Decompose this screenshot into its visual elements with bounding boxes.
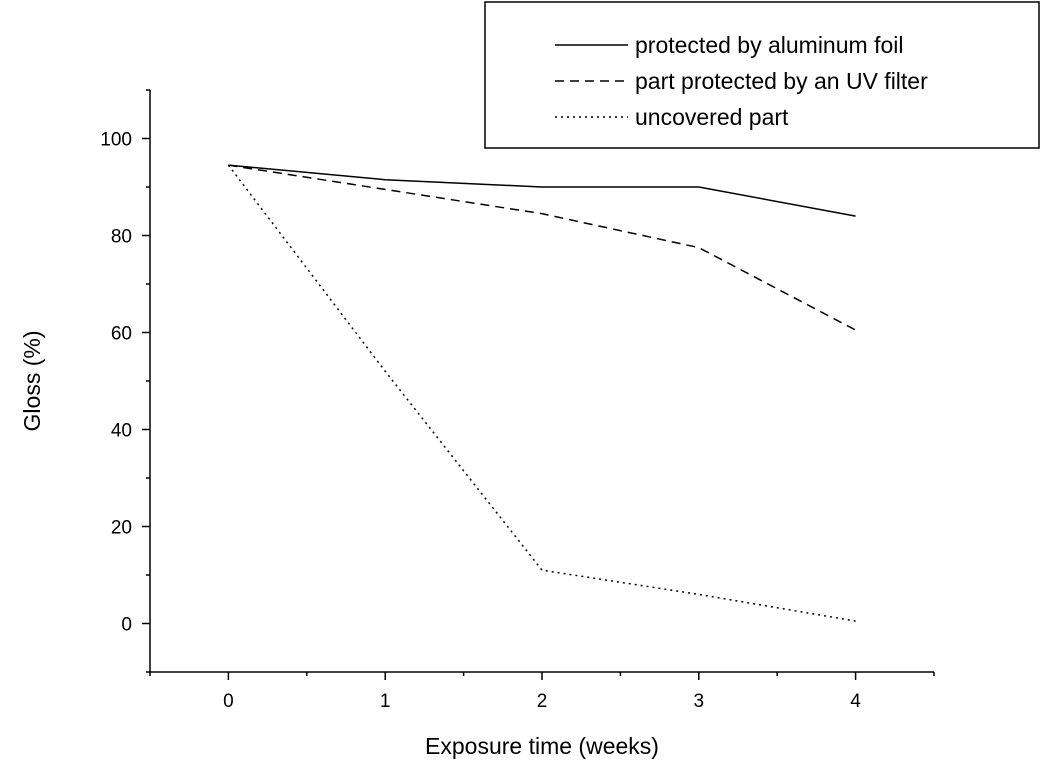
y-axis-title: Gloss (%)	[19, 331, 45, 432]
series-lines	[227, 164, 856, 622]
x-axis-ticks: 0 1 2 3 4	[149, 672, 935, 712]
legend-label-3: uncovered part	[635, 104, 789, 130]
y-tick-label: 100	[100, 130, 132, 151]
x-axis-title: Exposure time (weeks)	[425, 733, 659, 759]
legend-box	[484, 1, 1040, 149]
x-tick-label: 2	[537, 691, 548, 712]
y-tick-label: 60	[111, 324, 132, 345]
x-tick-label: 4	[850, 691, 861, 712]
y-axis-ticks: 0 20 40 60 80 100	[100, 89, 150, 673]
x-tick-label: 3	[694, 691, 705, 712]
x-tick-label: 0	[223, 691, 234, 712]
y-tick-label: 80	[111, 227, 132, 248]
series-line-2	[228, 164, 856, 331]
y-tick-label: 40	[111, 421, 132, 442]
legend-label-2: part protected by an UV filter	[635, 68, 928, 94]
series-line-1	[228, 164, 856, 217]
y-tick-label: 20	[111, 518, 132, 539]
y-tick-label: 0	[121, 615, 132, 636]
legend: protected by aluminum foil part protected…	[484, 1, 1040, 149]
legend-label-1: protected by aluminum foil	[635, 32, 903, 58]
x-tick-label: 1	[380, 691, 391, 712]
axes	[149, 90, 934, 673]
series-line-3	[227, 164, 856, 622]
